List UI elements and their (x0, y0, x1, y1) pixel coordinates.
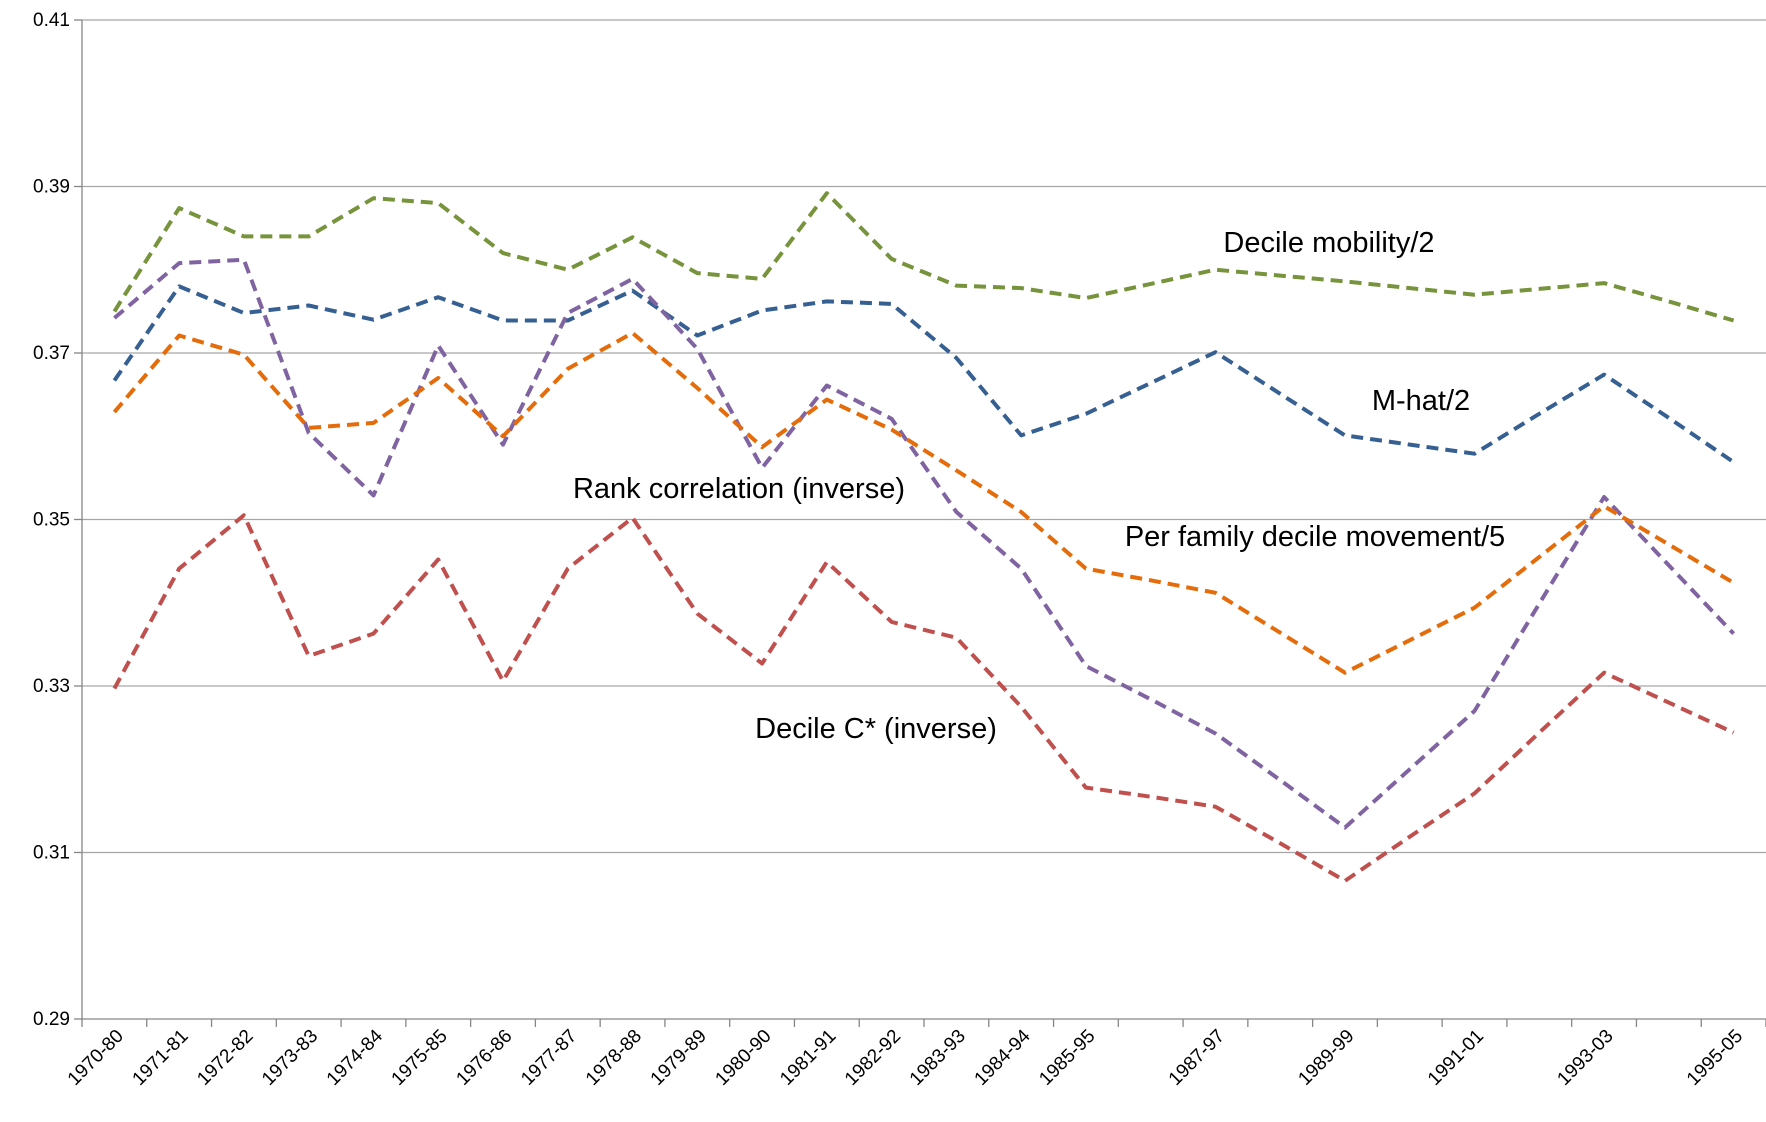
x-tick-label: 1982-92 (841, 1026, 905, 1090)
x-tick-label: 1995-05 (1683, 1026, 1747, 1090)
x-tick-label: 1991-01 (1424, 1026, 1488, 1090)
y-tick-label: 0.39 (33, 177, 70, 198)
y-tick-label: 0.37 (33, 343, 70, 364)
x-tick-label: 1984-94 (971, 1025, 1035, 1089)
x-tick-label: 1979-89 (647, 1026, 711, 1090)
series-label: M-hat/2 (1372, 385, 1470, 417)
x-tick-label: 1985-95 (1035, 1026, 1099, 1090)
y-tick-label: 0.31 (33, 843, 70, 864)
series-label: Per family decile movement/5 (1125, 521, 1505, 553)
series-label: Rank correlation (inverse) (573, 473, 905, 505)
y-tick-label: 0.29 (33, 1009, 70, 1030)
series-line (112, 331, 1735, 675)
x-tick-label: 1987-97 (1165, 1026, 1229, 1090)
series-line (112, 284, 1735, 464)
x-tick-label: 1971-81 (129, 1026, 193, 1090)
y-tick-label: 0.35 (33, 510, 70, 531)
x-tick-label: 1983-93 (906, 1026, 970, 1090)
x-tick-label: 1973-83 (258, 1026, 322, 1090)
series-label: Decile C* (inverse) (755, 713, 997, 745)
x-tick-label: 1981-91 (776, 1026, 840, 1090)
series-line (112, 513, 1735, 883)
x-tick-label: 1980-90 (711, 1026, 775, 1090)
x-tick-label: 1977-87 (517, 1026, 581, 1090)
x-tick-label: 1978-88 (582, 1026, 646, 1090)
series-label: Decile mobility/2 (1223, 227, 1434, 259)
x-tick-label: 1976-86 (452, 1026, 516, 1090)
y-tick-label: 0.33 (33, 676, 70, 697)
series-line (113, 257, 1736, 830)
x-tick-label: 1974-84 (323, 1025, 387, 1089)
series-line (112, 191, 1735, 323)
x-tick-label: 1970-80 (64, 1026, 128, 1090)
x-tick-label: 1993-03 (1553, 1026, 1617, 1090)
x-tick-label: 1972-82 (193, 1026, 257, 1090)
y-tick-label: 0.41 (33, 10, 70, 31)
x-tick-label: 1989-99 (1294, 1026, 1358, 1090)
x-tick-label: 1975-85 (388, 1026, 452, 1090)
